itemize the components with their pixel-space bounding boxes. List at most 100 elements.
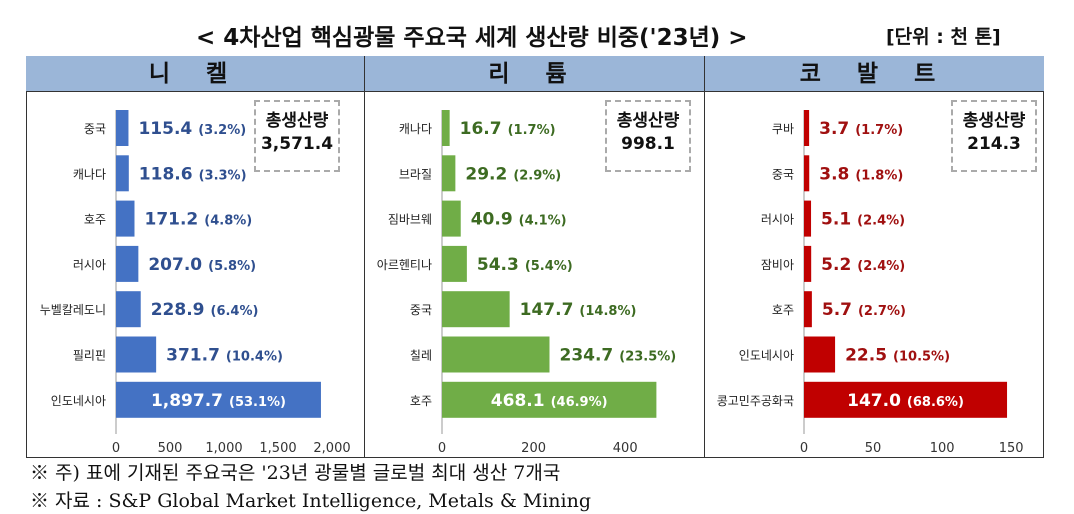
lithium-data-label-zimbabwe: 40.9 (4.1%) — [471, 210, 567, 230]
cobalt-bar-indonesia — [804, 336, 836, 373]
nickel-bar-china — [116, 110, 129, 146]
lithium-bar-china — [442, 291, 510, 328]
nickel-data-label-canada: 118.6 (3.3%) — [139, 164, 247, 184]
nickel-bar-canada — [116, 155, 129, 192]
cobalt-data-label-cuba: 3.7 (1.7%) — [819, 119, 903, 139]
cobalt-total-box: 총생산량 214.3 — [951, 100, 1037, 172]
cobalt-bar-russia — [804, 200, 812, 237]
nickel-category-australia: 호주 — [84, 213, 106, 227]
cobalt-bar-cuba — [804, 110, 810, 146]
cobalt-bar-australia — [804, 291, 812, 328]
nickel-bar-new-caledonia — [116, 291, 141, 328]
lithium-bar-chile — [442, 336, 550, 373]
header: < 4차산업 핵심광물 주요국 세계 생산량 비중('23년) > [단위 : … — [0, 18, 1074, 51]
lithium-category-china: 중국 — [410, 303, 432, 317]
lithium-xtick-label: 0 — [438, 441, 446, 456]
lithium-category-brazil: 브라질 — [399, 167, 432, 181]
nickel-xtick-label: 1,500 — [259, 441, 296, 456]
cobalt-total-label: 총생산량 — [962, 111, 1026, 131]
cobalt-category-australia: 호주 — [772, 303, 794, 317]
nickel-bar-russia — [116, 245, 139, 282]
cobalt-category-zambia: 잠비아 — [761, 258, 794, 272]
nickel-category-indonesia: 인도네시아 — [51, 394, 106, 408]
cobalt-panel: 코 발 트 쿠바 3.7 (1.7%) 중국 3.8 (1.8%) 러시아 5.1 (2.4%)… — [705, 56, 1044, 458]
nickel-data-label-new-caledonia: 228.9 (6.4%) — [151, 300, 259, 320]
lithium-total-value: 998.1 — [621, 134, 675, 154]
cobalt-xtick-label: 100 — [930, 441, 955, 456]
lithium-data-label-chile: 234.7 (23.5%) — [559, 346, 676, 366]
nickel-bar-australia — [116, 200, 135, 237]
cobalt-data-label-zambia: 5.2 (2.4%) — [821, 255, 905, 275]
nickel-xtick-label: 0 — [112, 441, 120, 456]
lithium-total-box: 총생산량 998.1 — [605, 100, 691, 172]
lithium-bar-australia — [442, 381, 657, 418]
nickel-data-label-china: 115.4 (3.2%) — [138, 119, 246, 139]
nickel-data-label-australia: 171.2 (4.8%) — [144, 210, 252, 230]
lithium-panel-title: 리 튬 — [365, 56, 704, 92]
cobalt-xtick-label: 0 — [800, 441, 808, 456]
cobalt-category-indonesia: 인도네시아 — [739, 349, 794, 363]
cobalt-bar-zambia — [804, 245, 812, 282]
cobalt-data-label-china: 3.8 (1.8%) — [819, 164, 903, 184]
panel-divider — [704, 56, 705, 458]
cobalt-xtick-label: 50 — [865, 441, 882, 456]
unit-label: [단위 : 천 톤] — [886, 26, 1001, 48]
lithium-bar-argentina — [442, 245, 467, 282]
lithium-category-zimbabwe: 짐바브웨 — [388, 213, 432, 227]
nickel-category-russia: 러시아 — [73, 258, 106, 272]
nickel-total-label: 총생산량 — [265, 111, 329, 131]
nickel-xtick-label: 1,000 — [205, 441, 242, 456]
nickel-data-label-philippines: 371.7 (10.4%) — [166, 346, 283, 366]
cobalt-category-russia: 러시아 — [761, 213, 794, 227]
cobalt-chart: 쿠바 3.7 (1.7%) 중국 3.8 (1.8%) 러시아 5.1 (2.4%) 잠비아 5.2… — [717, 110, 1024, 456]
cobalt-category-congo-dr: 콩고민주공화국 — [717, 394, 794, 408]
cobalt-xtick-label: 150 — [999, 441, 1024, 456]
cobalt-panel-title: 코 발 트 — [705, 56, 1044, 92]
nickel-total-box: 총생산량 3,571.4 — [254, 100, 340, 172]
nickel-total-value: 3,571.4 — [260, 134, 334, 154]
footnote-source: ※ 자료 : S&P Global Market Intelligence, M… — [30, 490, 592, 512]
footnote-note: ※ 주) 표에 기재된 주요국은 '23년 광물별 글로벌 최대 생산 7개국 — [30, 462, 561, 484]
nickel-bar-philippines — [116, 336, 157, 373]
nickel-category-china: 중국 — [84, 122, 106, 136]
cobalt-bar-congo-dr — [804, 381, 1008, 418]
cobalt-data-label-australia: 5.7 (2.7%) — [822, 300, 906, 320]
cobalt-category-cuba: 쿠바 — [772, 122, 794, 136]
cobalt-data-label-congo-dr: 147.0 (68.6%) — [847, 391, 964, 411]
lithium-category-canada: 캐나다 — [399, 122, 432, 136]
lithium-data-label-argentina: 54.3 (5.4%) — [477, 255, 573, 275]
nickel-data-label-russia: 207.0 (5.8%) — [148, 255, 256, 275]
lithium-data-label-china: 147.7 (14.8%) — [520, 300, 637, 320]
nickel-panel-title: 니 켈 — [26, 56, 364, 92]
lithium-bar-canada — [442, 110, 450, 146]
nickel-category-new-caledonia: 누벨칼레도니 — [40, 303, 106, 317]
lithium-data-label-australia: 468.1 (46.9%) — [491, 391, 608, 411]
lithium-data-label-canada: 16.7 (1.7%) — [460, 119, 556, 139]
cobalt-category-china: 중국 — [772, 167, 794, 181]
cobalt-total-value: 214.3 — [967, 134, 1021, 154]
lithium-bar-zimbabwe — [442, 200, 461, 237]
nickel-category-philippines: 필리핀 — [73, 349, 106, 363]
cobalt-data-label-indonesia: 22.5 (10.5%) — [845, 346, 950, 366]
lithium-chart: 캐나다 16.7 (1.7%) 브라질 29.2 (2.9%) 짐바브웨 40.9 (4.1%)… — [377, 110, 676, 456]
nickel-data-label-indonesia: 1,897.7 (53.1%) — [151, 391, 286, 411]
nickel-category-canada: 캐나다 — [73, 167, 106, 181]
nickel-xtick-label: 500 — [158, 441, 183, 456]
lithium-category-chile: 칠레 — [410, 349, 432, 363]
lithium-xtick-label: 400 — [613, 441, 638, 456]
nickel-panel: 니 켈 중국 115.4 (3.2%) 캐나다 118.6 (3.3%) 호주 171.2 (4… — [26, 56, 364, 458]
nickel-chart: 중국 115.4 (3.2%) 캐나다 118.6 (3.3%) 호주 171.2 (4.8%)… — [40, 110, 351, 456]
panel-divider — [364, 56, 365, 458]
nickel-bar-indonesia — [116, 381, 321, 418]
lithium-bar-brazil — [442, 155, 456, 192]
lithium-total-label: 총생산량 — [616, 111, 680, 131]
nickel-xtick-label: 2,000 — [313, 441, 350, 456]
cobalt-bar-china — [804, 155, 810, 192]
lithium-panel: 리 튬 캐나다 16.7 (1.7%) 브라질 29.2 (2.9%) 짐바브웨 40.9 (4… — [365, 56, 704, 458]
lithium-xtick-label: 200 — [521, 441, 546, 456]
cobalt-data-label-russia: 5.1 (2.4%) — [821, 210, 905, 230]
lithium-data-label-brazil: 29.2 (2.9%) — [465, 164, 561, 184]
page-title: < 4차산업 핵심광물 주요국 세계 생산량 비중('23년) > — [196, 25, 748, 51]
lithium-category-argentina: 아르헨티나 — [377, 258, 432, 272]
lithium-category-australia: 호주 — [410, 394, 432, 408]
